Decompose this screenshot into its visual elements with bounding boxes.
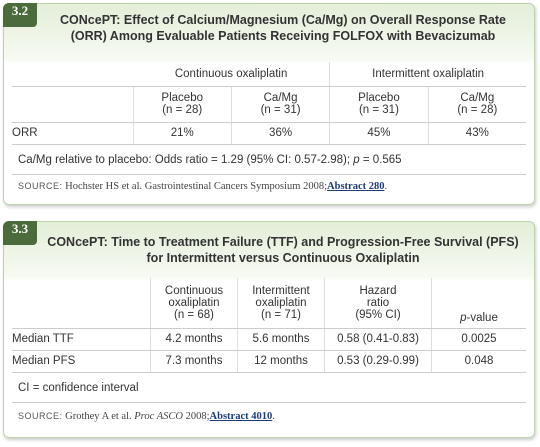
table-title: CONcePT: Effect of Calcium/Magnesium (Ca…	[60, 13, 506, 43]
column-header: -value	[466, 311, 498, 324]
source: SOURCE: Hochster HS et al. Gastrointesti…	[18, 181, 387, 192]
column-header: p	[460, 311, 467, 324]
source: SOURCE: Grothey A et al. Proc ASCO 2008;…	[18, 411, 275, 422]
data-table: Continuous oxaliplatin Intermittent oxal…	[12, 62, 526, 145]
column-header: (n = 31)	[260, 104, 301, 116]
data-table: Continuous oxaliplatin (n = 68) Intermitte…	[12, 278, 526, 373]
source-text: Proc ASCO	[134, 411, 183, 422]
table-number: 3.3	[3, 221, 37, 245]
abstract-link[interactable]: Abstract 4010	[209, 411, 273, 422]
cell: 0.58 (0.41-0.83)	[324, 328, 432, 351]
abstract-link[interactable]: Abstract 280	[327, 181, 385, 192]
row-label: ORR	[12, 122, 133, 145]
table-card: 3.3 CONcePT: Time to Treatment Failure (…	[3, 221, 535, 438]
footnote: Ca/Mg relative to placebo: Odds ratio = …	[18, 154, 402, 166]
cell: 12 months	[237, 350, 325, 373]
column-header: (n = 71)	[261, 308, 301, 321]
column-header: Ca/Mg	[460, 92, 495, 104]
source-text: .	[272, 411, 275, 422]
cell: 5.6 months	[237, 328, 325, 351]
source-label: SOURCE:	[18, 181, 63, 191]
cell: 43%	[427, 122, 526, 145]
note-text: p	[353, 154, 360, 166]
column-header: Hazard	[359, 284, 397, 297]
column-header: Continuous	[164, 284, 224, 297]
source-text: 2008;	[182, 411, 210, 422]
column-header: oxaliplatin	[255, 296, 307, 309]
column-header: ratio	[366, 296, 390, 309]
divider	[12, 174, 526, 175]
source-label: SOURCE:	[18, 411, 63, 421]
divider	[12, 402, 526, 403]
cell: 36%	[230, 122, 330, 145]
column-header: (n = 28)	[457, 104, 498, 116]
group-header: Continuous oxaliplatin	[133, 62, 330, 87]
table-card: 3.2 CONcePT: Effect of Calcium/Magnesium…	[3, 3, 535, 205]
table-number: 3.2	[3, 3, 37, 27]
column-header: (n = 28)	[162, 104, 203, 116]
note-text: = 0.565	[359, 154, 402, 166]
column-header: (95% CI)	[355, 308, 401, 321]
column-header: (n = 31)	[358, 104, 399, 116]
cell: 4.2 months	[150, 328, 238, 351]
column-header: Ca/Mg	[263, 92, 298, 104]
source-text: .	[384, 181, 388, 192]
cell: 7.3 months	[150, 350, 238, 373]
cell: 21%	[132, 122, 232, 145]
column-header: oxaliplatin	[168, 296, 220, 309]
row-label: Median PFS	[12, 350, 151, 373]
cell: 0.0025	[431, 328, 526, 351]
note-text: Ca/Mg relative to placebo: Odds ratio = …	[18, 154, 354, 166]
column-header: (n = 68)	[174, 308, 214, 321]
cell: 45%	[329, 122, 429, 145]
source-text: Hochster HS et al. Gastrointestinal Canc…	[65, 181, 328, 192]
table-title: CONcePT: Time to Treatment Failure (TTF)…	[47, 235, 519, 265]
cell: 0.048	[431, 350, 526, 373]
source-text: Grothey A et al.	[65, 411, 135, 422]
column-header: Placebo	[358, 92, 400, 104]
row-label: Median TTF	[12, 328, 151, 351]
group-header: Intermittent oxaliplatin	[329, 62, 526, 87]
footnote: CI = confidence interval	[18, 382, 139, 394]
cell: 0.53 (0.29-0.99)	[324, 350, 432, 373]
column-header: Intermittent	[252, 284, 310, 297]
column-header: Placebo	[161, 92, 203, 104]
